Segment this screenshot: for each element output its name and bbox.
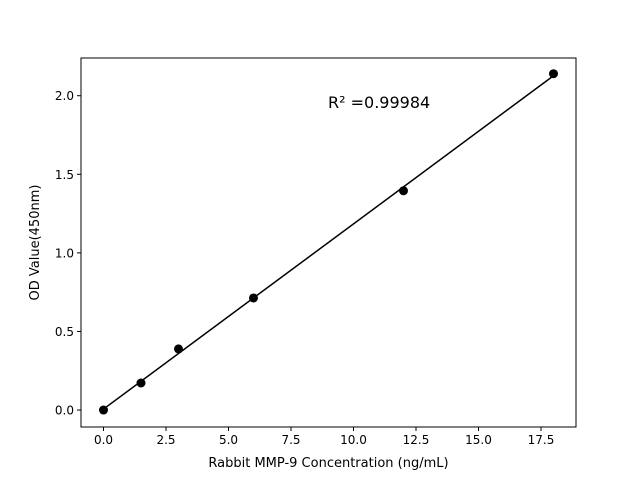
x-tick-label: 15.0 [465, 433, 492, 447]
x-tick-label: 2.5 [156, 433, 175, 447]
x-axis-label: Rabbit MMP-9 Concentration (ng/mL) [208, 456, 448, 471]
plot-frame [80, 57, 577, 428]
data-point [99, 405, 108, 415]
data-point [549, 69, 558, 79]
y-tick-label: 1.0 [55, 246, 74, 260]
y-tick-label: 0.5 [55, 325, 74, 339]
x-tick-label: 10.0 [340, 433, 367, 447]
x-tick-label: 7.5 [281, 433, 300, 447]
y-tick-label: 0.0 [55, 404, 74, 418]
data-point [136, 378, 146, 388]
data-point [249, 293, 258, 303]
y-tick-label: 2.0 [55, 89, 74, 103]
r-squared-annotation: R² =0.99984 [328, 93, 430, 112]
x-tick-label: 0.0 [94, 433, 113, 447]
data-point [174, 344, 183, 354]
x-tick-label: 5.0 [219, 433, 238, 447]
y-tick-label: 1.5 [55, 168, 74, 182]
x-tick-label: 17.5 [528, 433, 555, 447]
y-axis-label: OD Value(450nm) [28, 185, 43, 301]
data-point [399, 186, 408, 196]
fit-line [103, 75, 554, 410]
x-tick-label: 12.5 [403, 433, 430, 447]
